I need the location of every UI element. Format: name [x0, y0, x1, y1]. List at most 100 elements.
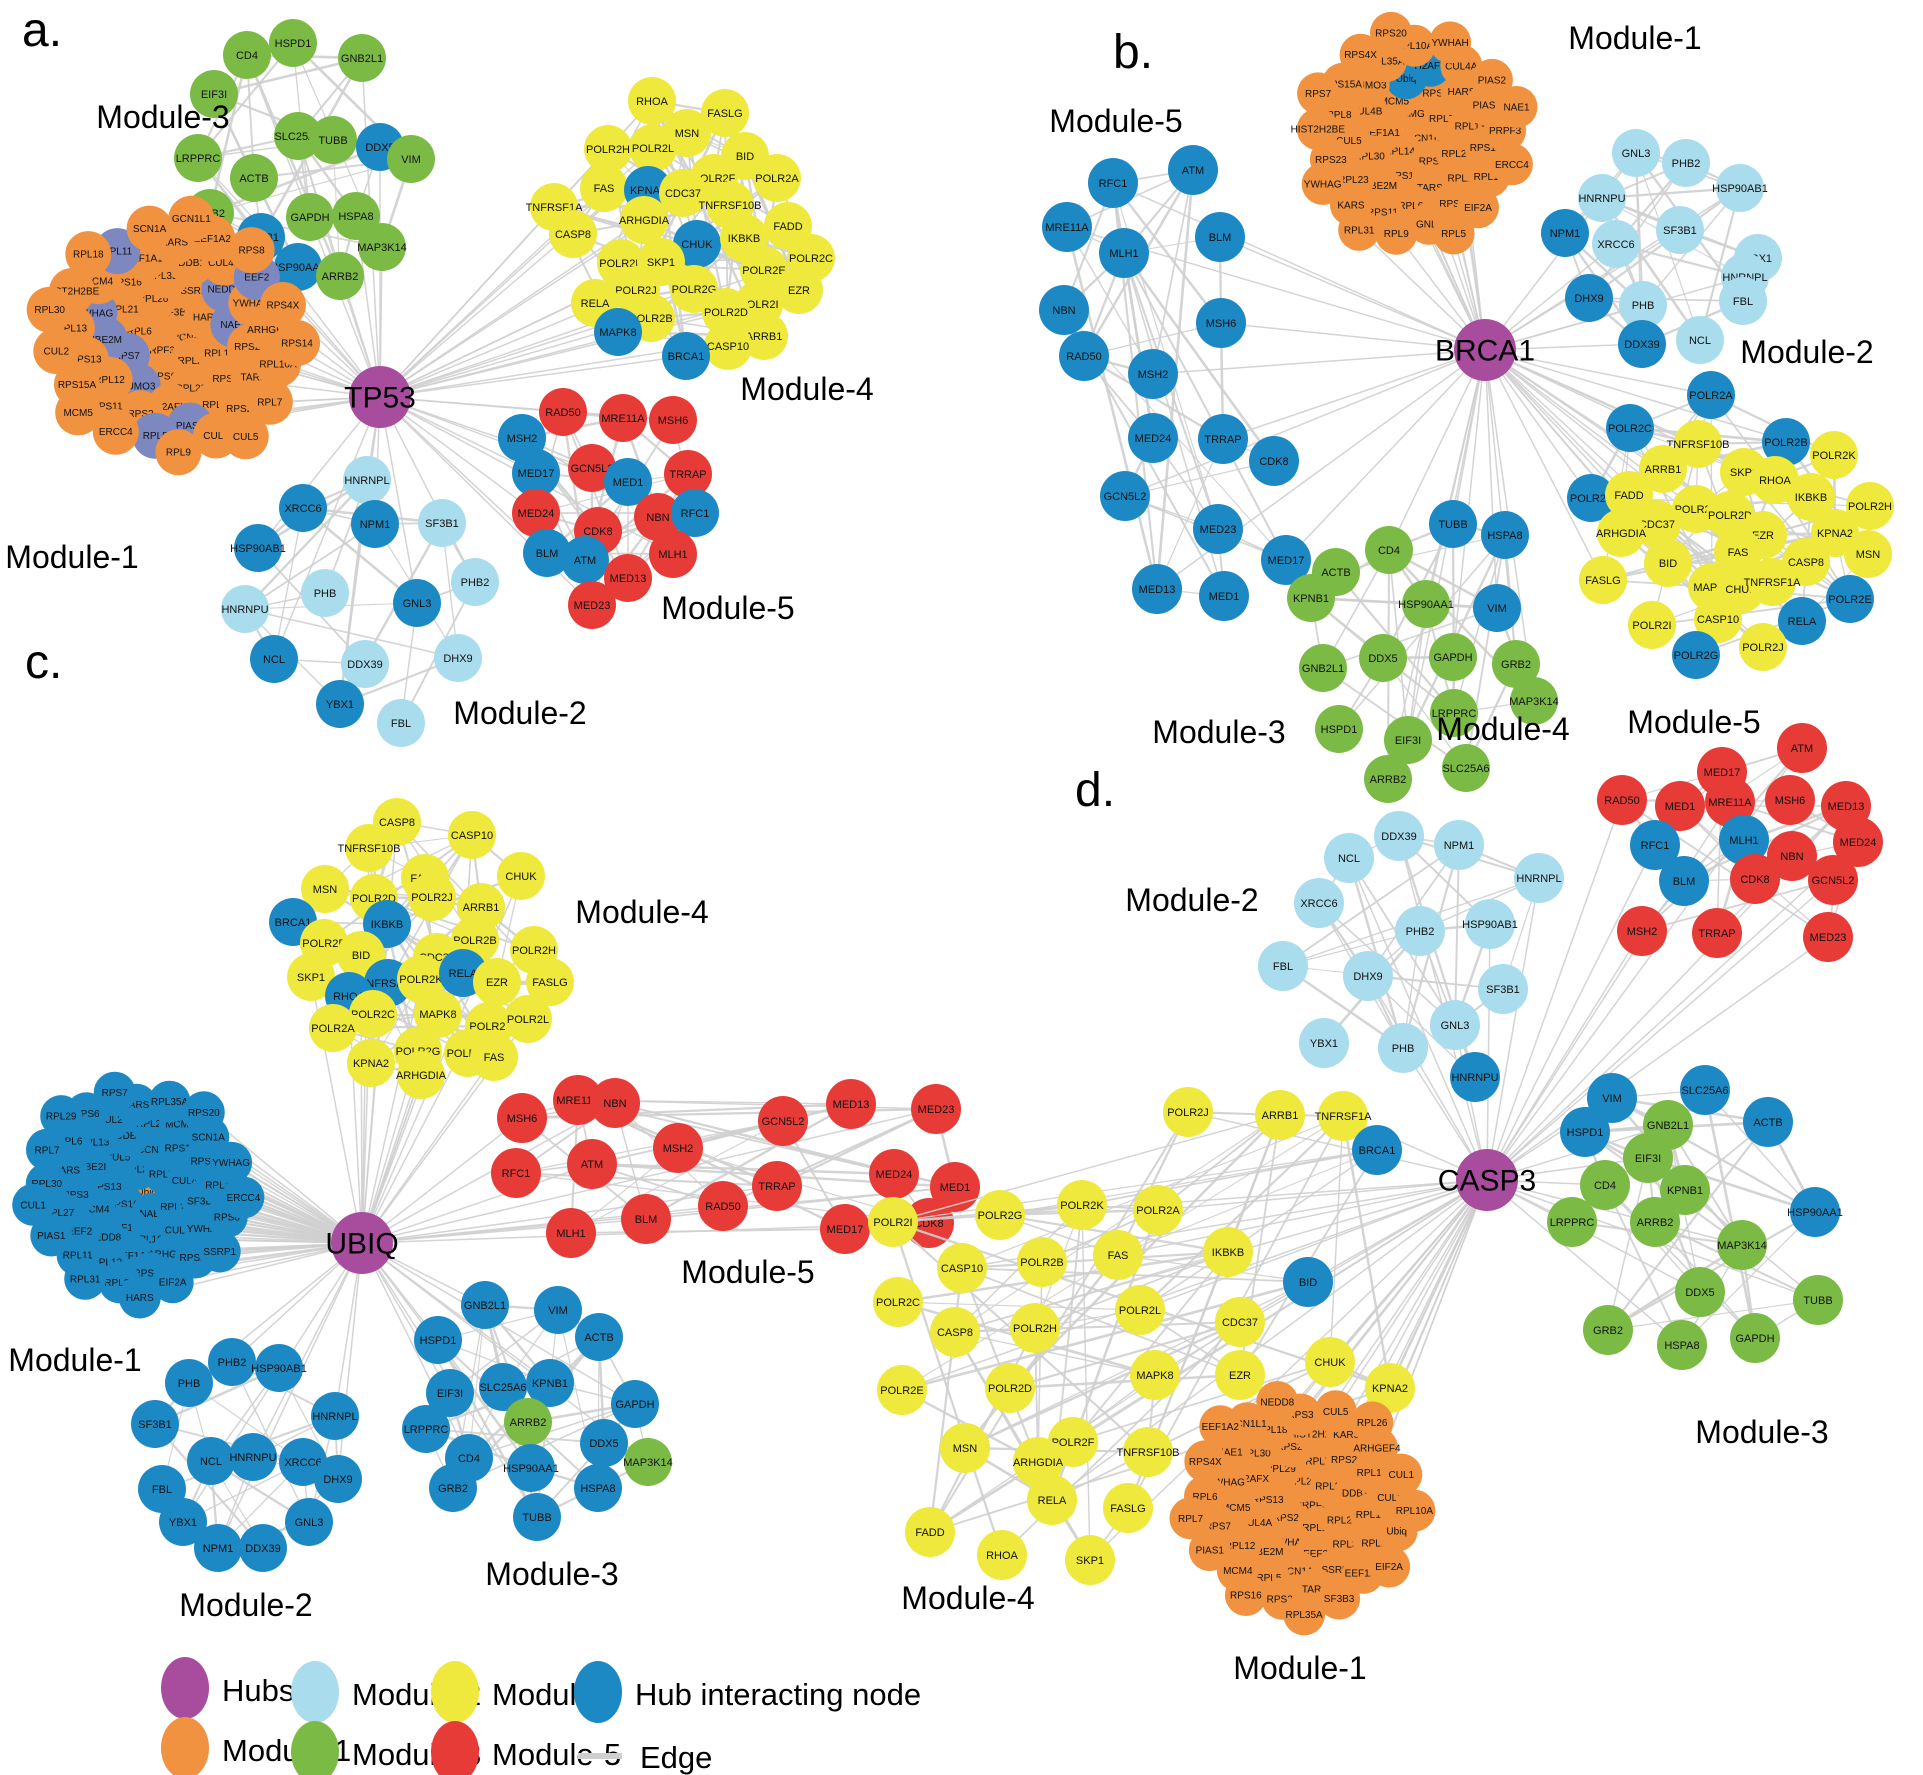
network-node — [1826, 575, 1874, 623]
network-node — [752, 1161, 802, 1211]
node-label: MRE11A — [1045, 222, 1089, 234]
node-label: BID — [1659, 558, 1677, 570]
network-node — [1808, 855, 1858, 905]
node-label: RPL6 — [57, 1136, 82, 1147]
network-node — [553, 1075, 603, 1125]
node-label: PIAS1 — [1196, 1546, 1225, 1557]
panel-d-nodes: DDX39 NPM1 NCL XRCC6 HNRNPL PHB2 HSP90AB1 FBL DH… — [868, 723, 1883, 1636]
node-label: POLR2J — [1742, 642, 1784, 654]
node-label: GNL3 — [295, 1517, 324, 1529]
node-label: MAPK8 — [599, 327, 636, 339]
module-label: Module-5 — [681, 1254, 814, 1290]
node-label: POLR2B — [1764, 437, 1807, 449]
node-label: RPS20 — [188, 1108, 220, 1119]
network-node — [1132, 564, 1182, 614]
network-node — [624, 1438, 672, 1486]
node-label: MCM5 — [165, 1119, 195, 1130]
node-label: ATM — [581, 1159, 603, 1171]
node-label: RAD50 — [1604, 795, 1639, 807]
network-node — [1249, 436, 1299, 486]
network-node — [1846, 482, 1894, 530]
edge — [244, 523, 376, 610]
node-label: RPL35A — [151, 1097, 189, 1108]
node-label: HARS — [126, 1293, 154, 1304]
node-label: IKBKB — [728, 233, 760, 245]
edge — [1122, 252, 1155, 439]
node-label: GAPDH — [290, 212, 329, 224]
network-node — [1492, 640, 1540, 688]
node-label: RAD50 — [1066, 351, 1101, 363]
node-label: ARRB2 — [322, 271, 359, 283]
node-label: KPNA2 — [1372, 1383, 1408, 1395]
node-label: RPS7 — [102, 1088, 129, 1099]
node-label: RPL8 — [1327, 110, 1352, 121]
node-label: RPL30 — [32, 1179, 63, 1190]
node-label: MED13 — [833, 1099, 870, 1111]
node-label: EIF2A — [159, 1278, 187, 1289]
network-node — [434, 634, 482, 682]
network-node — [228, 227, 275, 274]
edge — [1454, 844, 1460, 1026]
network-node — [1578, 174, 1626, 222]
network-node — [351, 500, 399, 548]
node-label: POLR2H — [1848, 501, 1892, 513]
network-node — [451, 558, 499, 606]
node-label: NAE1 — [1503, 103, 1530, 114]
node-label: POLR2I — [873, 1217, 912, 1229]
node-label: HSPD1 — [420, 1335, 457, 1347]
node-label: KPNB1 — [1293, 593, 1329, 605]
network-node — [1579, 556, 1627, 604]
network-node — [930, 1162, 980, 1212]
edge — [562, 411, 629, 579]
node-label: IKBKB — [1795, 492, 1827, 504]
network-node — [1198, 414, 1248, 464]
network-node — [210, 1141, 253, 1184]
node-label: ACTB — [1753, 1117, 1782, 1129]
node-label: NEDD8 — [87, 1233, 121, 1244]
node-label: TUBB — [1438, 519, 1467, 531]
network-node — [1465, 899, 1515, 949]
hub-node — [349, 366, 411, 428]
network-node — [255, 1344, 303, 1392]
node-label: GNB2L1 — [464, 1300, 506, 1312]
network-node — [1301, 163, 1344, 205]
network-node — [1343, 951, 1393, 1001]
hub-label: TP53 — [344, 382, 416, 415]
node-label: RPS11 — [1367, 208, 1398, 219]
network-node — [1656, 206, 1704, 254]
module-label: Module-2 — [1125, 882, 1258, 918]
network-node — [426, 1369, 474, 1417]
node-label: YWHAG — [76, 308, 114, 319]
network-node — [1597, 509, 1645, 557]
network-node — [620, 196, 668, 244]
node-label: MED1 — [940, 1182, 971, 1194]
network-node — [504, 1398, 552, 1446]
node-label: FBL — [1273, 961, 1293, 973]
node-label: CD4 — [1378, 545, 1400, 557]
node-label: ARRB2 — [1637, 1217, 1674, 1229]
network-node — [345, 824, 393, 872]
network-node — [568, 581, 616, 629]
network-node — [1743, 1097, 1793, 1147]
node-label: RPS2 — [1439, 199, 1466, 210]
node-label: POLR2G — [978, 1210, 1023, 1222]
node-label: POLR2C — [876, 1297, 920, 1309]
node-label: NPM1 — [203, 1543, 234, 1555]
node-label: POLR2L — [1570, 493, 1612, 505]
node-label: CASP10 — [707, 341, 749, 353]
node-label: TUBB — [522, 1512, 551, 1524]
edge — [954, 1114, 1281, 1333]
edge — [591, 1162, 895, 1176]
node-label: YWHAH — [1431, 38, 1468, 49]
node-label: CDK8 — [1740, 874, 1769, 886]
node-label: YBX1 — [169, 1517, 197, 1529]
network-node — [1258, 941, 1308, 991]
node-label: RPS2 — [190, 1156, 217, 1167]
network-node — [1719, 277, 1767, 325]
network-node — [246, 378, 293, 425]
node-label: RPL7 — [257, 397, 282, 408]
network-node — [491, 1148, 541, 1198]
node-label: FASLG — [532, 977, 567, 989]
node-label: EEF1A2 — [1202, 1422, 1240, 1433]
node-label: YWHAH — [187, 1224, 224, 1235]
